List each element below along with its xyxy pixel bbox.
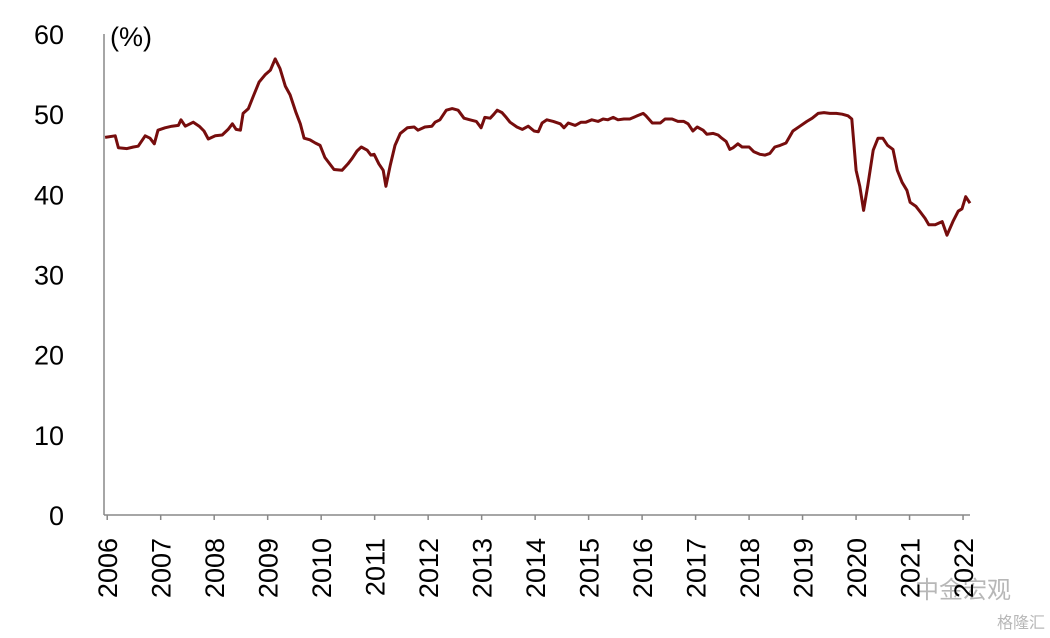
y-tick-label: 10 bbox=[34, 421, 64, 451]
x-tick-label: 2006 bbox=[93, 538, 123, 598]
x-tick-label: 2015 bbox=[575, 538, 605, 598]
x-tick-label: 2019 bbox=[789, 538, 819, 598]
x-tick-label: 2009 bbox=[254, 538, 284, 598]
x-tick-label: 2013 bbox=[468, 538, 498, 598]
x-tick-label: 2022 bbox=[949, 538, 979, 598]
x-tick-label: 2021 bbox=[896, 538, 926, 598]
x-tick-label: 2014 bbox=[521, 538, 551, 598]
y-tick-label: 20 bbox=[34, 341, 64, 371]
y-tick-label: 60 bbox=[34, 20, 64, 50]
y-tick-label: 50 bbox=[34, 100, 64, 130]
y-tick-label: 30 bbox=[34, 261, 64, 291]
x-tick-label: 2017 bbox=[682, 538, 712, 598]
y-tick-label: 40 bbox=[34, 180, 64, 210]
x-tick-label: 2008 bbox=[200, 538, 230, 598]
x-tick-label: 2007 bbox=[147, 538, 177, 598]
line bbox=[104, 57, 972, 237]
watermark: 中金宏观 bbox=[915, 577, 1011, 604]
x-tick-label: 2016 bbox=[628, 538, 658, 598]
x-tick-label: 2011 bbox=[361, 538, 391, 596]
x-tick-label: 2020 bbox=[842, 538, 872, 598]
x-tick-label: 2010 bbox=[307, 538, 337, 598]
x-tick-label: 2018 bbox=[735, 538, 765, 598]
y-tick-label: 0 bbox=[49, 501, 64, 531]
unit-label: (%) bbox=[110, 22, 152, 52]
x-tick-label: 2012 bbox=[414, 538, 444, 598]
watermark: 格隆汇 bbox=[997, 614, 1045, 632]
